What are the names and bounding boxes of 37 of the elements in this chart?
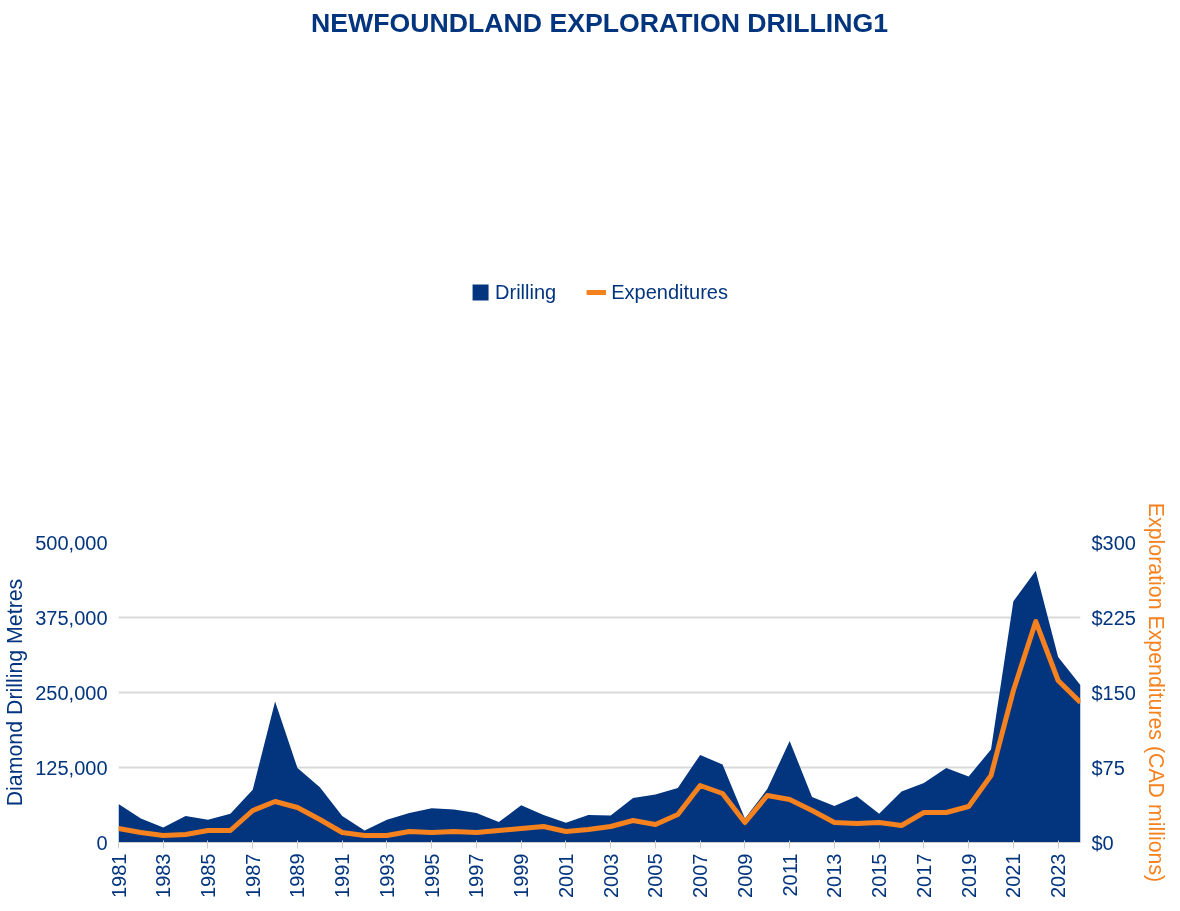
legend-label: Expenditures bbox=[611, 280, 728, 304]
x-tick-label: 2001 bbox=[554, 853, 577, 898]
y2-tick-label: $300 bbox=[1091, 531, 1136, 554]
x-tick-label: 2009 bbox=[733, 853, 756, 898]
y2-tick-label: $75 bbox=[1091, 756, 1125, 779]
y-tick-label: 125,000 bbox=[35, 756, 108, 779]
x-tick-label: 2003 bbox=[599, 853, 622, 898]
y-tick-label: 500,000 bbox=[35, 531, 108, 554]
x-tick-label: 2013 bbox=[823, 853, 846, 898]
x-tick-label: 1989 bbox=[286, 853, 309, 898]
y2-tick-label: $150 bbox=[1091, 681, 1136, 704]
y2-tick-label: $0 bbox=[1091, 831, 1114, 854]
x-tick-label: 1999 bbox=[510, 853, 533, 898]
y-axis-title: Diamond Drilling Metres bbox=[3, 578, 28, 807]
x-tick-label: 2019 bbox=[957, 853, 980, 898]
x-tick-label: 1987 bbox=[241, 853, 264, 898]
x-tick-label: 1997 bbox=[465, 853, 488, 898]
x-tick-label: 2011 bbox=[778, 853, 801, 897]
x-tick-label: 1995 bbox=[420, 853, 443, 898]
x-tick-label: 1981 bbox=[107, 853, 130, 898]
x-tick-label: 2015 bbox=[868, 853, 891, 898]
x-tick-label: 2017 bbox=[912, 853, 935, 898]
x-tick-label: 2005 bbox=[644, 853, 667, 898]
chart-title: NEWFOUNDLAND EXPLORATION DRILLING1 bbox=[310, 7, 889, 38]
x-tick-label: 2023 bbox=[1047, 853, 1070, 898]
x-tick-label: 2007 bbox=[689, 853, 712, 898]
x-tick-label: 2021 bbox=[1002, 853, 1025, 898]
x-tick-label: 1983 bbox=[152, 853, 175, 898]
legend-label: Drilling bbox=[495, 280, 557, 304]
x-tick-label: 1991 bbox=[331, 853, 354, 898]
y-tick-label: 0 bbox=[96, 831, 108, 854]
x-tick-label: 1985 bbox=[196, 853, 219, 898]
x-tick-label: 1993 bbox=[375, 853, 398, 898]
y2-axis-title: Exploration Expenditures (CAD millions) bbox=[1143, 502, 1168, 883]
y2-tick-label: $225 bbox=[1091, 606, 1136, 629]
y-tick-label: 375,000 bbox=[35, 606, 108, 629]
y-tick-label: 250,000 bbox=[35, 681, 108, 704]
